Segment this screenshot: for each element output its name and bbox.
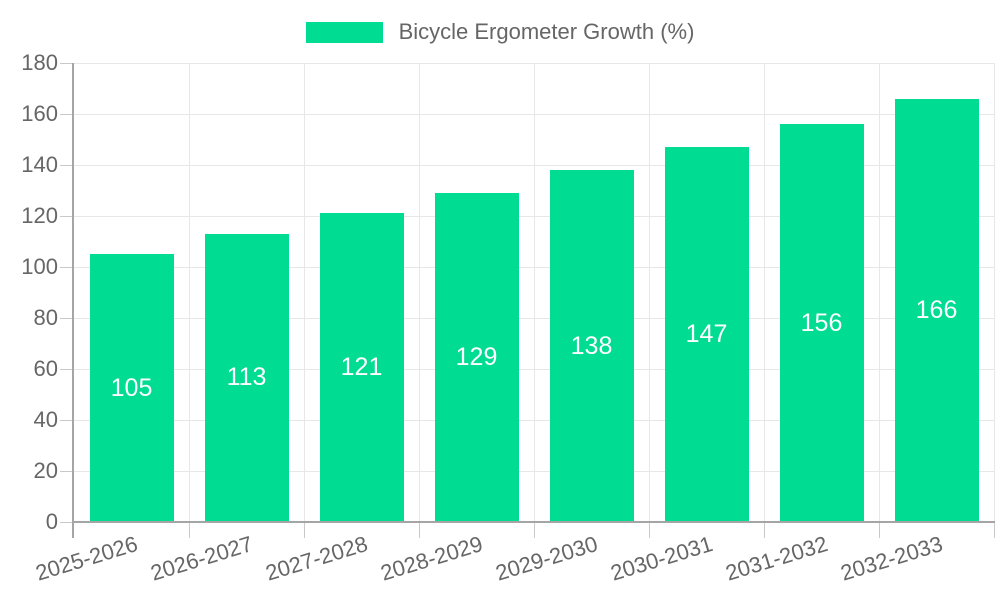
y-axis-tick-label: 20 [33, 458, 58, 483]
y-axis-tick-label: 80 [33, 305, 58, 330]
x-axis-category-label: 2025-2026 [32, 531, 141, 586]
bar-value-label: 156 [800, 308, 843, 337]
y-axis-tick-label: 160 [21, 101, 58, 126]
x-axis-category-label: 2028-2029 [377, 531, 486, 586]
bar[interactable]: 138 [549, 170, 634, 522]
x-axis-tick [188, 522, 190, 538]
x-axis-category-label: 2026-2027 [147, 531, 256, 586]
bar-value-label: 147 [685, 320, 728, 349]
x-axis-tick [533, 522, 535, 538]
bar[interactable]: 166 [894, 98, 979, 522]
y-axis-tick [60, 521, 74, 523]
x-axis-category-label: 2032-2033 [837, 531, 946, 586]
y-axis-tick-label: 0 [45, 509, 58, 534]
x-axis-line [72, 521, 995, 523]
y-axis-tick [60, 368, 74, 370]
x-axis-tick [763, 522, 765, 538]
bar[interactable]: 147 [664, 147, 749, 522]
y-axis-tick [60, 317, 74, 319]
bar-value-label: 113 [226, 363, 267, 392]
gridline-vertical [648, 63, 650, 522]
y-axis-tick-label: 180 [21, 50, 58, 75]
y-axis-tick [60, 164, 74, 166]
x-axis-category-label: 2030-2031 [607, 531, 716, 586]
y-axis-tick-label: 140 [21, 152, 58, 177]
bar[interactable]: 121 [319, 213, 404, 522]
gridline-vertical [533, 63, 535, 522]
gridline-vertical [418, 63, 420, 522]
y-axis-tick [60, 62, 74, 64]
bar[interactable]: 156 [779, 124, 864, 522]
gridline-vertical [188, 63, 190, 522]
gridline-vertical [993, 63, 995, 522]
gridline-vertical [303, 63, 305, 522]
x-axis-category-label: 2029-2030 [492, 531, 601, 586]
bar-value-label: 166 [915, 295, 958, 324]
y-axis-tick [60, 470, 74, 472]
bar-value-label: 105 [110, 373, 153, 402]
y-axis-tick-label: 120 [21, 203, 58, 228]
bar[interactable]: 113 [204, 233, 289, 522]
x-axis-tick [303, 522, 305, 538]
x-axis-tick [993, 522, 995, 538]
legend-label: Bicycle Ergometer Growth (%) [398, 19, 695, 44]
legend-swatch [305, 21, 383, 43]
x-axis-tick [648, 522, 650, 538]
y-axis-tick-label: 60 [33, 356, 58, 381]
bar-value-label: 138 [570, 331, 613, 360]
y-axis-tick [60, 419, 74, 421]
x-axis-tick [418, 522, 420, 538]
y-axis-tick-label: 40 [33, 407, 58, 432]
legend-item[interactable]: Bicycle Ergometer Growth (%) [0, 19, 1000, 45]
bar-value-label: 129 [455, 343, 498, 372]
gridline-vertical [763, 63, 765, 522]
y-axis-tick [60, 113, 74, 115]
y-axis-tick [60, 266, 74, 268]
bar[interactable]: 105 [89, 254, 174, 522]
bar[interactable]: 129 [434, 193, 519, 522]
y-axis-tick [60, 215, 74, 217]
x-axis-tick [878, 522, 880, 538]
gridline-vertical [878, 63, 880, 522]
y-axis-line [72, 63, 74, 538]
y-axis-tick-label: 100 [21, 254, 58, 279]
bar-value-label: 121 [340, 353, 383, 382]
x-axis-category-label: 2027-2028 [262, 531, 371, 586]
x-axis-category-label: 2031-2032 [722, 531, 831, 586]
